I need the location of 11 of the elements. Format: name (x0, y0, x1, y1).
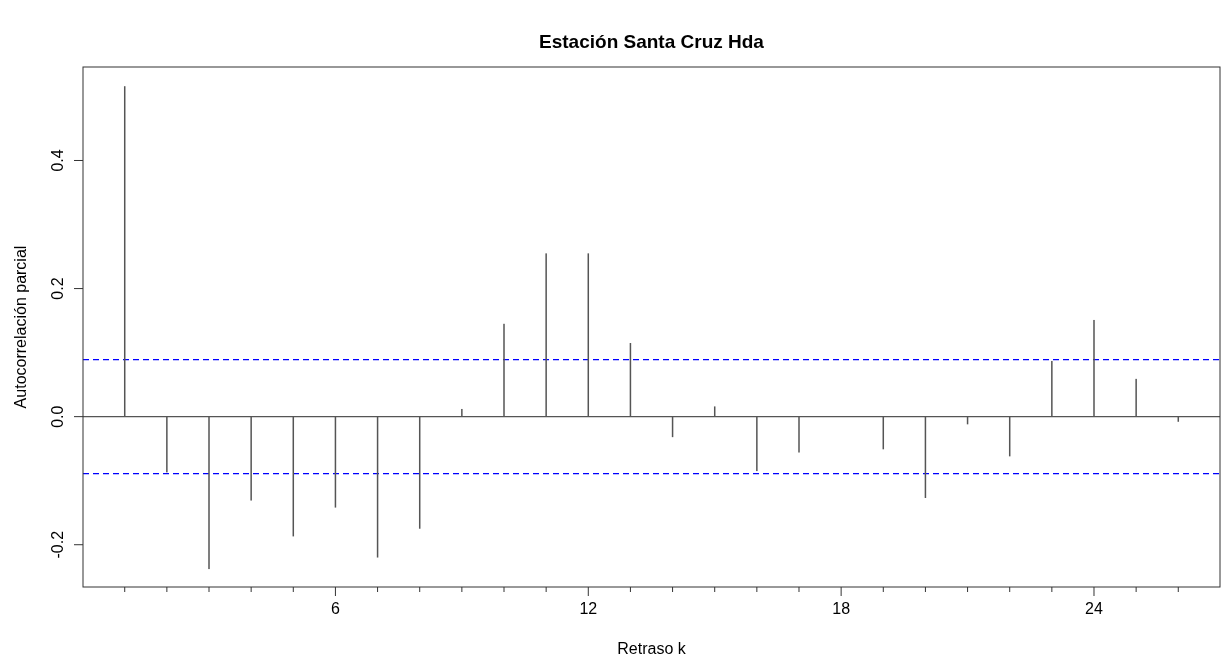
chart-title: Estación Santa Cruz Hda (539, 31, 765, 52)
y-tick-label: 0.4 (49, 149, 66, 172)
y-tick-label: 0.0 (49, 405, 66, 428)
y-axis-title: Autocorrelación parcial (12, 245, 29, 409)
x-tick-label: 24 (1085, 600, 1103, 617)
y-tick-label: 0.2 (49, 277, 66, 300)
x-tick-label: 6 (330, 600, 340, 617)
x-tick-label: 18 (832, 600, 851, 617)
x-axis-title: Retraso k (617, 640, 687, 657)
y-tick-label: -0.2 (49, 530, 66, 559)
x-tick-label: 12 (579, 600, 598, 617)
